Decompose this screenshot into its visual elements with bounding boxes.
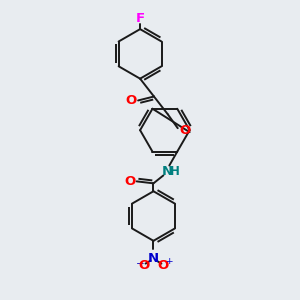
Text: O: O [179,124,190,137]
Text: O: O [158,259,169,272]
Text: O: O [126,94,137,107]
Text: O: O [124,175,135,188]
Text: F: F [136,12,145,25]
Text: O: O [138,259,149,272]
Text: H: H [170,165,180,178]
Text: N: N [148,252,159,265]
Text: N: N [162,165,173,178]
Text: +: + [165,257,172,266]
Text: −: − [136,259,145,269]
